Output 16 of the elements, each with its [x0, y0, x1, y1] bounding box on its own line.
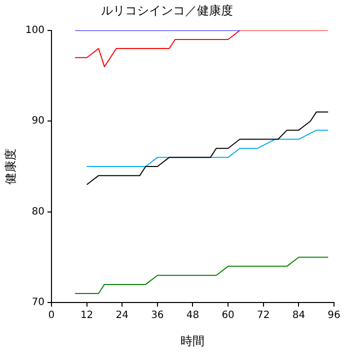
x-tick-label: 72	[257, 310, 270, 322]
x-tick-label: 60	[222, 310, 234, 322]
x-tick-label: 84	[292, 310, 306, 322]
x-tick-label: 96	[328, 310, 340, 322]
x-axis-title: 時間	[180, 334, 205, 348]
x-tick-label: 0	[48, 310, 55, 322]
chart-title: ルリコシインコ／健康度	[101, 3, 233, 18]
y-tick-label: 90	[32, 116, 44, 127]
y-tick-label: 80	[32, 206, 44, 218]
y-tick-label: 70	[32, 297, 44, 308]
x-tick-label: 48	[186, 310, 200, 322]
y-tick-label: 100	[25, 24, 44, 36]
x-tick-label: 12	[80, 310, 94, 322]
x-tick-label: 24	[116, 310, 128, 322]
x-tick-label: 36	[151, 310, 164, 322]
y-axis-title: 健康度	[3, 148, 18, 184]
